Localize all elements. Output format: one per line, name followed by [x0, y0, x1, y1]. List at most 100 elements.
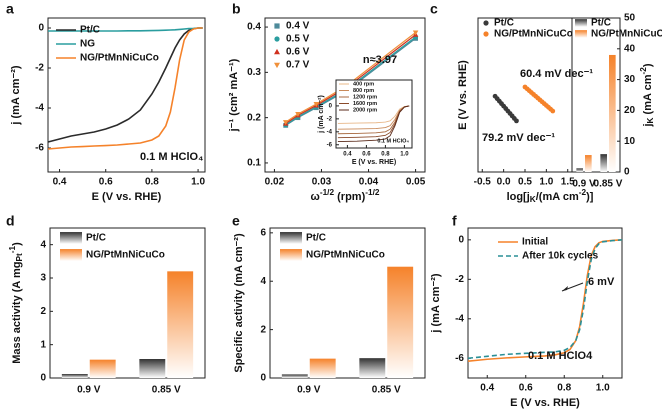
label-part: K — [530, 195, 536, 204]
bar — [387, 266, 414, 378]
x-tick-label: 0.8 — [557, 383, 571, 394]
y-axis-label: jK (mA cm-2) — [639, 63, 655, 127]
marker-point — [274, 36, 280, 42]
annotation: 0.1 M HClO₄ — [140, 151, 203, 163]
marker-point — [274, 62, 280, 69]
y-axis-label: j (mA cm⁻²) — [318, 95, 325, 134]
y-tick-label: -4 — [35, 103, 44, 114]
label-part: ω — [311, 191, 320, 203]
legend-label: Pt/C — [80, 25, 100, 36]
x-axis-label: E (V vs. RHE) — [352, 159, 396, 166]
x-tick-label: 0.6 — [99, 177, 113, 188]
y-tick-label: 50 — [624, 13, 636, 24]
y-axis-label: j⁻¹ (cm² mA⁻¹) — [228, 58, 240, 132]
label-part: )] — [586, 191, 594, 203]
legend-swatch — [280, 232, 302, 244]
x-tick-label: -0.5 — [474, 177, 492, 188]
y-tick-label: 1 — [40, 339, 46, 350]
bar — [309, 358, 336, 378]
arrow-head — [562, 286, 568, 291]
label-part: Pt — [15, 253, 24, 262]
data-line — [467, 239, 623, 360]
y-tick-label: 10 — [624, 136, 636, 147]
x-axis-label: log[jK/(mA cm-2)] — [507, 188, 594, 204]
plot-frame — [467, 227, 623, 379]
x-tick-label: 0.02 — [265, 177, 285, 188]
legend-label: NG — [80, 39, 95, 50]
bar — [576, 168, 583, 172]
x-tick-label: 0.05 — [406, 177, 426, 188]
legend-label: 0.4 V — [286, 21, 310, 32]
x-axis-label: E (V vs. RHE) — [92, 191, 162, 203]
bar — [167, 271, 194, 378]
y-tick-label: 0 — [38, 23, 44, 34]
bar — [585, 155, 592, 172]
y-tick-label: 0.2 — [247, 112, 261, 123]
legend-label: 2000 rpm — [353, 107, 377, 113]
y-tick-label: -6 — [35, 143, 44, 154]
y-tick-label: -4 — [327, 129, 333, 135]
marker-point — [313, 102, 320, 107]
marker-point — [282, 120, 289, 126]
y-tick-label: 0.1 — [247, 158, 261, 169]
marker-point — [412, 30, 419, 36]
y-tick-label: 4 — [260, 276, 266, 287]
y-tick-label: 40 — [624, 43, 636, 54]
legend-label: NG/PtMnNiCuCo — [494, 29, 573, 40]
plot-frame — [269, 227, 426, 379]
x-tick-label: 0.8 — [381, 152, 390, 158]
x-tick-label: 0.0 — [497, 177, 511, 188]
x-tick-label: 0.6 — [519, 383, 533, 394]
bar — [281, 374, 308, 378]
panel-letter: e — [232, 213, 240, 229]
y-tick-label: 0.4 — [247, 22, 261, 33]
panel-letter: c — [430, 1, 438, 17]
x-tick-label: 0.9 V — [572, 179, 596, 190]
y-axis-label: Mass activity (A mgPt-1) — [8, 242, 24, 364]
data-line — [47, 27, 203, 143]
x-tick-label: 0.6 — [362, 152, 371, 158]
legend-label: Pt/C — [591, 18, 611, 29]
x-tick-label: 1.0 — [191, 177, 205, 188]
label-part: -1 — [8, 245, 17, 253]
y-tick-label: 2 — [40, 306, 46, 317]
data-line — [47, 27, 203, 150]
legend-label: Pt/C — [494, 18, 514, 29]
marker-point — [550, 108, 556, 114]
y-tick-label: -4 — [455, 313, 464, 324]
legend-label: Initial — [522, 237, 548, 248]
annotation: 6 mV — [588, 276, 615, 288]
x-axis-label: E (V vs. RHE) — [510, 397, 580, 409]
marker-point — [295, 111, 301, 117]
y-tick-label: -2 — [455, 274, 464, 285]
annotation: 0.1 M HClO4 — [528, 350, 593, 362]
legend-label: 0.5 V — [286, 34, 310, 45]
annotation: 60.4 mV dec⁻¹ — [520, 68, 593, 80]
x-tick-label: 0.85 V — [152, 385, 181, 396]
y-tick-label: 0.3 — [247, 67, 261, 78]
y-tick-label: 0 — [329, 103, 333, 109]
bar — [89, 359, 116, 378]
bar — [600, 154, 607, 172]
marker-point — [514, 118, 519, 124]
marker-point — [483, 31, 489, 37]
plot-frame — [477, 17, 573, 173]
label-part: (rpm) — [334, 191, 366, 203]
legend-swatch — [280, 249, 302, 261]
label-part: Mass activity (A mg — [11, 261, 23, 363]
y-axis-label: E (V vs. RHE) — [457, 60, 469, 130]
legend-label: 800 rpm — [353, 88, 374, 94]
y-tick-label: 0 — [458, 234, 464, 245]
label-part: (mA cm — [642, 74, 654, 117]
x-tick-label: 1.5 — [561, 177, 575, 188]
y-tick-label: -6 — [327, 142, 333, 148]
legend-label: Pt/C — [86, 233, 106, 244]
marker-point — [483, 20, 489, 26]
y-tick-label: 6 — [260, 227, 266, 238]
y-tick-label: 2 — [260, 324, 266, 335]
y-tick-label: -2 — [327, 116, 333, 122]
label-part: log[j — [507, 191, 530, 203]
bar — [609, 54, 616, 172]
